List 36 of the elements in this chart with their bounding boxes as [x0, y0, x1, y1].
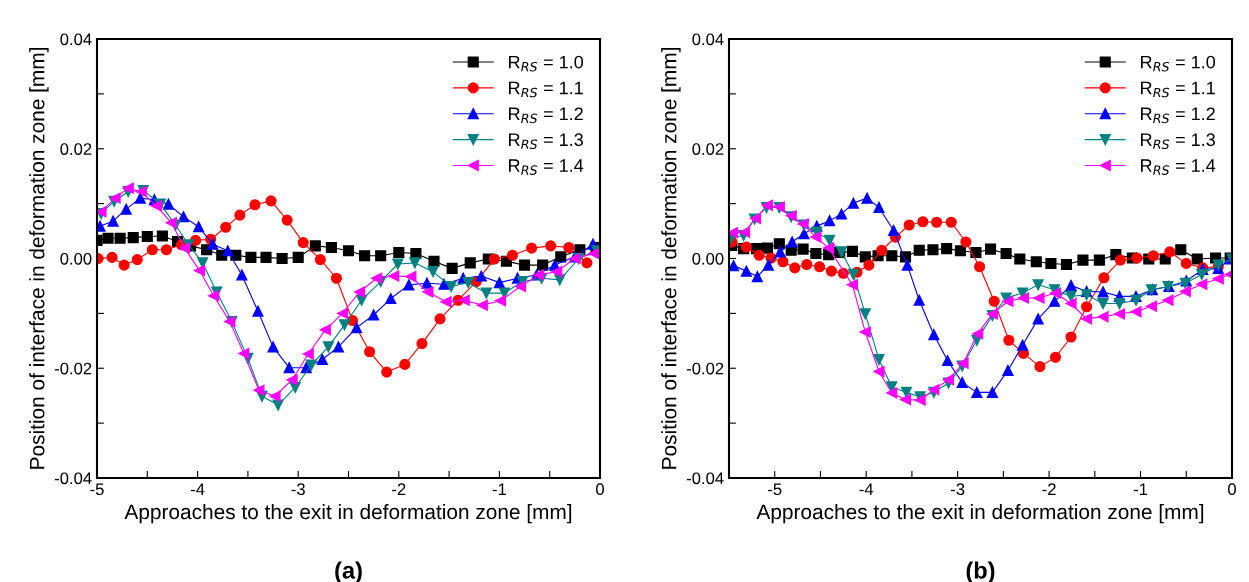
y-tick-label: -0.02: [54, 362, 92, 375]
legend-label: R$_{RS}$ = 1.4: [509, 159, 584, 175]
x-tick-label: -3: [291, 483, 305, 496]
x-tick-label: 0: [596, 483, 604, 496]
y-tick-label: 0.04: [60, 33, 92, 46]
y-tick-label: 0.00: [60, 252, 92, 265]
x-tick-label: -2: [392, 483, 406, 495]
x-tick-label: -3: [950, 483, 965, 496]
y-tick-label: -0.04: [54, 472, 92, 485]
y-axis-title: Position of interface in deformation zone [mm]: [29, 48, 49, 469]
legend-label: R$_{RS}$ = 1.0: [1141, 55, 1216, 72]
y-tick-label: 0.02: [692, 143, 724, 155]
legend-label: R$_{RS}$ = 1.3: [1141, 133, 1215, 150]
x-tick-label: -1: [492, 483, 506, 495]
legend-label: R$_{RS}$ = 1.1: [509, 81, 583, 98]
legend-label: R$_{RS}$ = 1.2: [509, 107, 583, 124]
legend-label: R$_{RS}$ = 1.4: [1141, 159, 1216, 175]
y-axis-title: Position of interface in deformation zone [mm]: [661, 48, 681, 469]
y-tick-label: 0.02: [60, 143, 92, 155]
x-tick-label: -4: [190, 483, 205, 495]
x-tick-label: -2: [1042, 483, 1056, 495]
legend-label: R$_{RS}$ = 1.0: [509, 55, 584, 72]
legend-label: R$_{RS}$ = 1.3: [509, 133, 583, 150]
x-axis-title: Approaches to the exit in deformation zone [mm]: [756, 503, 1204, 524]
legend-label: R$_{RS}$ = 1.2: [1141, 107, 1215, 124]
y-tick-label: 0.00: [692, 252, 724, 265]
x-tick-label: -4: [859, 483, 874, 495]
legend-label: R$_{RS}$ = 1.1: [1141, 81, 1215, 98]
x-axis-title: Approaches to the exit in deformation zone [mm]: [124, 503, 572, 524]
x-tick-label: -5: [90, 483, 104, 496]
x-tick-label: 0: [1228, 483, 1236, 496]
y-tick-label: 0.04: [692, 33, 724, 46]
y-tick-label: -0.04: [686, 472, 724, 485]
y-tick-label: -0.02: [686, 362, 724, 375]
x-tick-label: -5: [768, 483, 782, 496]
x-tick-label: -1: [1133, 483, 1148, 495]
